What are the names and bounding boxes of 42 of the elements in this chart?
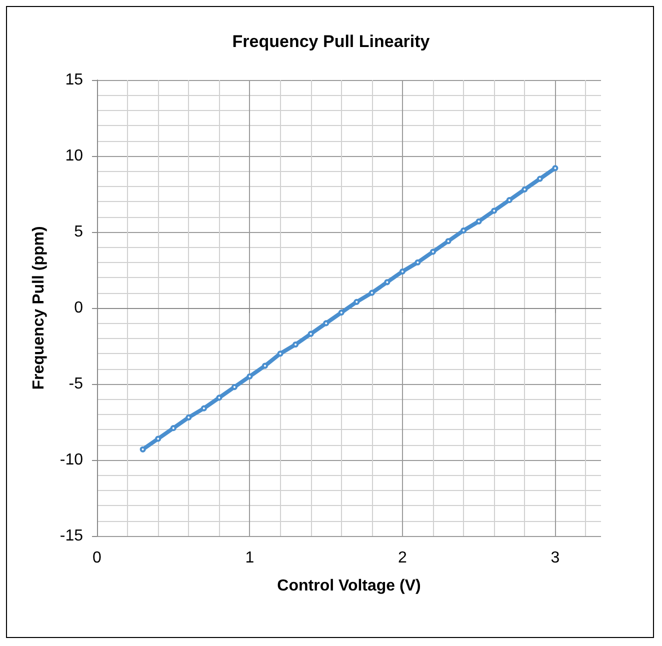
point [460,227,467,234]
point [216,394,222,401]
point [200,405,207,412]
point [368,290,375,296]
point [506,197,512,204]
x-tick-label: 3 [550,550,560,566]
point [384,279,390,286]
point [491,208,498,214]
point [430,248,436,255]
y-tick-label: 10 [65,148,84,164]
point [338,310,344,316]
point [414,259,421,266]
y-tick-label: -10 [60,452,84,468]
y-tick-label: -5 [68,376,84,392]
point [476,218,482,224]
x-axis-title: Control Voltage (V) [277,578,421,594]
point [262,362,268,369]
point [140,446,146,452]
x-tick-label: 0 [92,550,102,566]
point [536,176,543,182]
point [308,330,314,337]
y-axis-title: Frequency Pull (ppm) [30,226,48,390]
x-tick-label: 1 [245,550,254,566]
point [170,425,176,432]
point [323,320,330,326]
y-tick-label: 0 [74,300,84,316]
point [277,350,284,357]
point [552,165,558,172]
point [231,384,238,390]
point [445,238,452,244]
point [155,436,162,442]
point [246,373,253,380]
point [399,268,406,275]
chart-title: Frequency Pull Linearity [232,32,430,51]
y-tick-label: 5 [74,224,84,240]
y-tick-label: -15 [60,528,84,544]
point [354,298,360,305]
y-tick-label: 15 [65,72,84,88]
x-tick-label: 2 [398,550,407,566]
point [292,341,299,348]
point [522,186,528,192]
point [186,414,192,420]
